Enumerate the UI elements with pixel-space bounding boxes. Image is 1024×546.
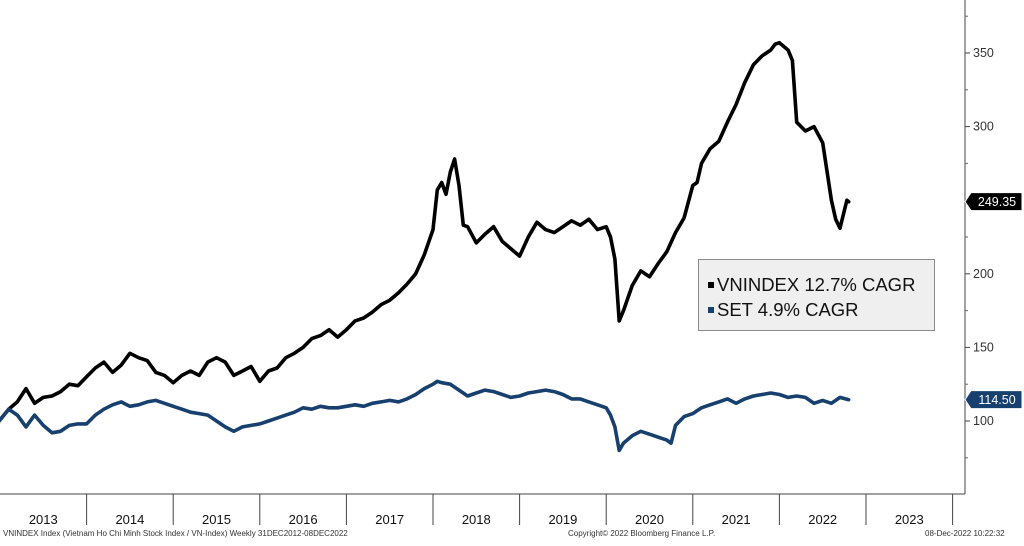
last-value-label: 114.50 bbox=[978, 393, 1015, 407]
footer-timestamp: 08-Dec-2022 10:22:32 bbox=[925, 529, 1005, 538]
chart-footer: VNINDEX Index (Vietnam Ho Chi Minh Stock… bbox=[3, 529, 1005, 538]
y-tick-label: 150 bbox=[973, 340, 994, 354]
y-tick-label: 300 bbox=[973, 120, 994, 134]
y-tick-label: 200 bbox=[973, 267, 994, 281]
chart-legend: VNINDEX 12.7% CAGR SET 4.9% CAGR bbox=[698, 259, 935, 331]
y-tick-label: 350 bbox=[973, 46, 994, 60]
legend-swatch-set bbox=[708, 307, 714, 314]
x-tick-label: 2022 bbox=[808, 512, 837, 527]
x-tick-label: 2020 bbox=[635, 512, 664, 527]
series-line-set bbox=[0, 379, 851, 453]
x-tick-label: 2016 bbox=[289, 512, 318, 527]
last-value-marker-vnindex: 249.35 bbox=[964, 192, 1023, 212]
chart-axis-labels: 1001502002503003502013201420152016201720… bbox=[29, 46, 1023, 527]
x-tick-label: 2017 bbox=[375, 512, 404, 527]
legend-swatch-vnindex bbox=[708, 282, 714, 289]
legend-label-vnindex: VNINDEX 12.7% CAGR bbox=[717, 274, 916, 295]
x-tick-label: 2021 bbox=[722, 512, 751, 527]
last-value-marker-set: 114.50 bbox=[964, 390, 1023, 410]
x-tick-label: 2014 bbox=[115, 512, 144, 527]
chart-series bbox=[0, 40, 851, 453]
x-tick-label: 2015 bbox=[202, 512, 231, 527]
x-tick-label: 2023 bbox=[895, 512, 924, 527]
legend-item-set: SET 4.9% CAGR bbox=[708, 297, 934, 322]
x-tick-label: 2018 bbox=[462, 512, 491, 527]
series-line-vnindex bbox=[0, 40, 851, 423]
x-tick-label: 2019 bbox=[548, 512, 577, 527]
footer-copyright: Copyright© 2022 Bloomberg Finance L.P. bbox=[568, 529, 715, 538]
legend-item-vnindex: VNINDEX 12.7% CAGR bbox=[708, 272, 934, 297]
x-tick-label: 2013 bbox=[29, 512, 58, 527]
chart-axes bbox=[0, 0, 970, 525]
legend-label-set: SET 4.9% CAGR bbox=[717, 299, 859, 320]
y-tick-label: 100 bbox=[973, 414, 994, 428]
last-value-badge bbox=[964, 192, 1023, 212]
last-value-label: 249.35 bbox=[978, 195, 1016, 209]
last-value-badge bbox=[964, 390, 1023, 410]
footer-source: VNINDEX Index (Vietnam Ho Chi Minh Stock… bbox=[3, 529, 348, 538]
